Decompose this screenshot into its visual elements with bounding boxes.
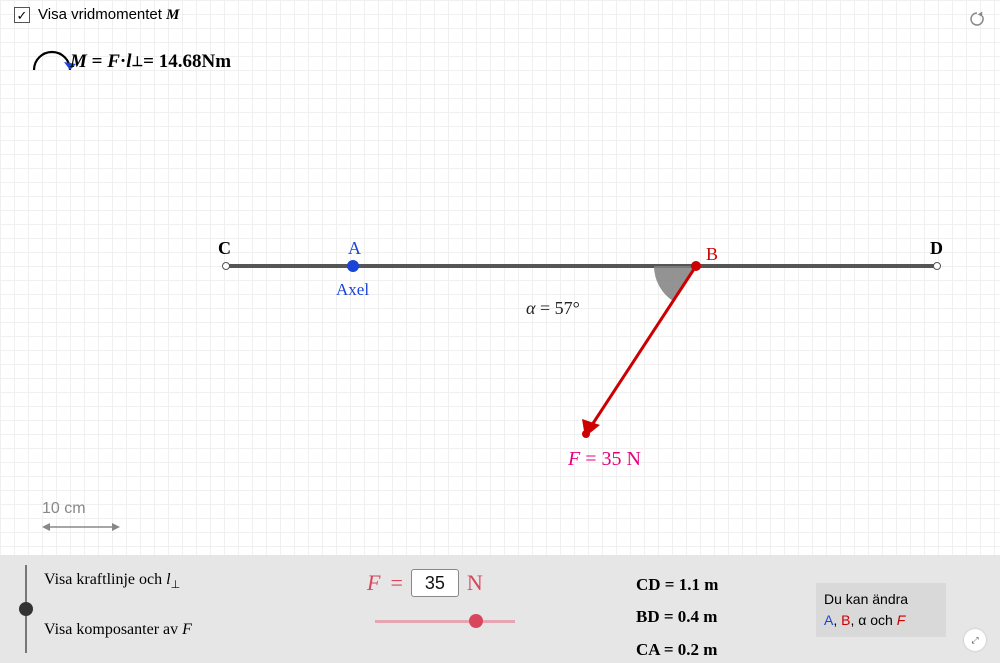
reset-icon[interactable] <box>968 10 986 28</box>
show-torque-checkbox[interactable]: ✓ <box>14 7 30 23</box>
label-axel: Axel <box>336 280 369 300</box>
force-label: F = 35 N <box>568 448 641 471</box>
diagram-canvas: ✓ Visa vridmomentet M M = F · l⊥ = 14.68… <box>0 0 1000 555</box>
label-a: A <box>348 238 361 259</box>
grid <box>0 0 1000 555</box>
point-a[interactable] <box>347 260 359 272</box>
info-box: Du kan ändra A, B, α och F <box>816 583 946 637</box>
opt-kraftlinje: Visa kraftlinje och l⊥ <box>44 571 192 591</box>
dim-cd: CD = 1.1 m <box>636 569 718 601</box>
label-d: D <box>930 238 943 259</box>
torque-formula: M = F · l⊥ = 14.68 Nm <box>30 48 231 76</box>
control-panel: Visa kraftlinje och l⊥ Visa komposanter … <box>0 555 1000 663</box>
point-b[interactable] <box>691 261 701 271</box>
scale-indicator: 10 cm <box>42 500 120 539</box>
label-b: B <box>706 244 718 265</box>
point-d[interactable] <box>933 262 941 270</box>
force-slider[interactable] <box>375 613 515 629</box>
point-c[interactable] <box>222 262 230 270</box>
dim-bd: BD = 0.4 m <box>636 601 718 633</box>
opt-komposanter: Visa komposanter av F <box>44 621 192 639</box>
show-torque-label: Visa vridmomentet M <box>38 6 179 24</box>
dim-ca: CA = 0.2 m <box>636 634 718 663</box>
side-options: Visa kraftlinje och l⊥ Visa komposanter … <box>44 571 192 663</box>
dimensions-list: CD = 1.1 m BD = 0.4 m CA = 0.2 m <box>636 569 718 663</box>
fullscreen-icon[interactable]: ⤢ <box>964 629 986 651</box>
label-c: C <box>218 238 231 259</box>
force-input-group: F = N <box>367 569 483 597</box>
force-input[interactable] <box>411 569 459 597</box>
angle-label: α = 57° <box>526 298 580 319</box>
vertical-slider[interactable] <box>14 555 38 663</box>
show-torque-row: ✓ Visa vridmomentet M <box>14 6 179 24</box>
